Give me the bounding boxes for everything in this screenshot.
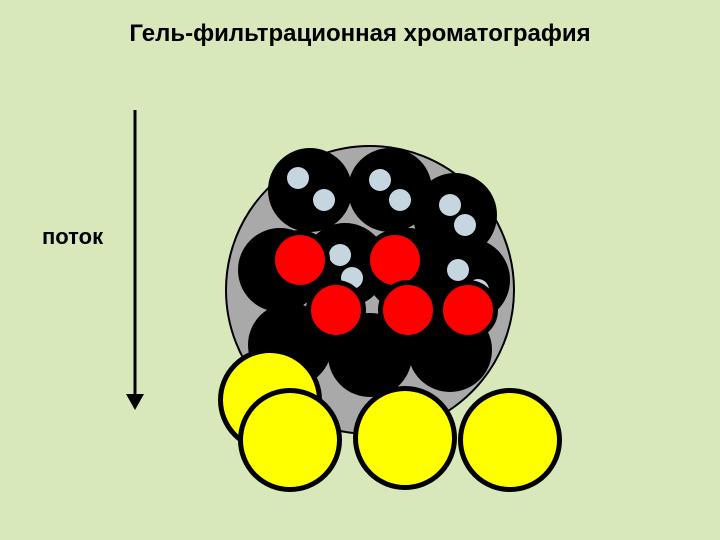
particle-14 — [439, 194, 461, 216]
particle-15 — [454, 214, 476, 236]
particle-16 — [329, 244, 351, 266]
particle-20 — [270, 230, 330, 290]
particle-28 — [458, 388, 562, 492]
particle-22 — [306, 280, 366, 340]
particle-18 — [447, 259, 469, 281]
particle-23 — [378, 280, 438, 340]
particle-12 — [369, 169, 391, 191]
particle-13 — [389, 189, 411, 211]
particle-26 — [238, 388, 342, 492]
particle-24 — [438, 280, 498, 340]
particle-10 — [287, 167, 309, 189]
particle-27 — [353, 386, 457, 490]
particle-11 — [313, 189, 335, 211]
particle-0 — [268, 148, 352, 232]
